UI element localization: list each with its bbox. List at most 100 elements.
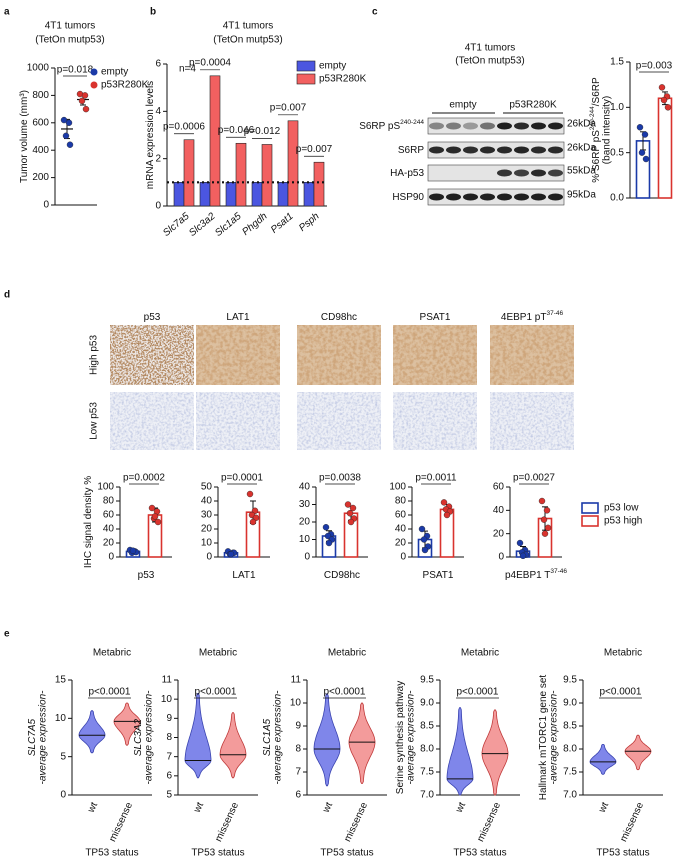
y-axis-label: SLC3A2 (133, 718, 144, 756)
y-axis-label: Hallmark mTORC1 gene set (538, 675, 549, 801)
y-tick-label: 40 (201, 496, 213, 507)
x-axis-label-part: CD98hc (324, 570, 360, 581)
y-tick-label: 4 (155, 106, 161, 117)
blot-band (531, 193, 546, 201)
data-point (638, 149, 646, 156)
x-axis-label-part: PSAT1 (423, 570, 454, 581)
ihc-column-label: CD98hc (321, 312, 357, 323)
p-value: p=0.0006 (163, 121, 205, 132)
ihc-column-label-part: PSAT1 (420, 312, 451, 323)
data-point (443, 511, 451, 519)
y-tick-label: 0 (498, 552, 504, 563)
y-tick-label: 11 (291, 675, 302, 686)
p-value: p=0.003 (636, 61, 673, 72)
blot-row-label-part: S6RP (398, 145, 424, 156)
y-axis-label-part: SLC1A5 (262, 718, 273, 756)
data-point (538, 497, 546, 505)
bar (261, 144, 273, 207)
y-tick-label: 8.0 (420, 744, 434, 755)
y-tick-label: 7.5 (563, 767, 577, 778)
y-tick-label: 0.5 (610, 147, 624, 158)
blot-size: 26kDa (567, 143, 596, 154)
chart-title: Metabric (199, 648, 237, 659)
y-tick-label: 7.0 (420, 790, 434, 801)
blot-size: 95kDa (567, 190, 596, 201)
y-axis-label-part: % S6RP pS (591, 130, 602, 183)
data-point (82, 105, 90, 113)
y-tick-label: 2 (155, 153, 161, 164)
legend-marker (581, 515, 599, 527)
y-tick-label: 9 (166, 713, 172, 724)
x-axis-label: LAT1 (232, 570, 256, 581)
violin (481, 709, 509, 796)
data-point (60, 116, 68, 124)
data-point (540, 516, 548, 523)
x-tick-label: missense (213, 800, 241, 843)
y-axis-label-part: mRNA expression levels (145, 81, 156, 189)
y-axis-label-note: -average expression- (38, 690, 49, 785)
blot-subtitle: (TetOn mutp53) (455, 56, 524, 67)
y-axis-label-part: IHC signal density % (83, 476, 94, 568)
y-tick-label: 30 (201, 510, 213, 521)
y-axis-label-part: SLC3A2 (133, 718, 144, 756)
y-axis-label: IHC signal density % (83, 476, 94, 568)
y-tick-label: 9 (295, 721, 301, 732)
bar (251, 182, 263, 207)
x-tick-label: missense (107, 800, 135, 843)
legend-marker (296, 73, 316, 85)
ihc-column-label: 4EBP1 pT37-46 (501, 310, 564, 322)
chart-title: Metabric (604, 648, 642, 659)
y-tick-label: 0 (304, 552, 310, 563)
y-axis-label: mRNA expression levels (145, 81, 156, 189)
y-tick-label: 9.0 (420, 698, 434, 709)
blot-band (531, 122, 546, 130)
blot-band (480, 122, 495, 130)
chart-title: Metabric (461, 648, 499, 659)
p-value: p=0.046 (218, 125, 255, 136)
legend-label: p53 high (604, 516, 642, 527)
ihc-texture (490, 392, 574, 450)
y-axis-label-note: -average expression- (406, 690, 417, 785)
data-point (636, 124, 644, 131)
blot-row-label: HA-p53 (390, 168, 424, 179)
p-value: p<0.0001 (324, 687, 366, 698)
data-point (66, 141, 74, 148)
data-point (347, 518, 355, 526)
bar (277, 182, 289, 207)
bar (235, 142, 247, 207)
p-value: p<0.0001 (89, 687, 131, 698)
data-point (544, 524, 552, 532)
legend-marker (296, 60, 316, 72)
blot-band (429, 146, 444, 154)
data-point (642, 155, 650, 163)
blot-band (531, 169, 546, 177)
panel-label: e (4, 629, 10, 640)
blot-strip (427, 164, 565, 182)
x-axis-label: TP53 status (85, 848, 138, 859)
data-point (440, 499, 448, 506)
chart-title: Metabric (93, 648, 131, 659)
violin (624, 734, 652, 771)
y-tick-label: 8.5 (563, 721, 577, 732)
y-axis-label-part: SLC7A5 (27, 718, 38, 756)
y-tick-label: 11 (162, 675, 173, 686)
x-axis-label: p4EBP1 T37-46 (505, 568, 567, 580)
legend-label: empty (319, 61, 346, 72)
x-axis-label: TP53 status (453, 848, 506, 859)
y-tick-label: 40 (395, 524, 407, 535)
y-tick-label: 60 (493, 482, 505, 493)
y-axis-label: SLC1A5 (262, 718, 273, 756)
blot-row-label-part: S6RP pS (359, 121, 400, 132)
data-point (664, 104, 672, 111)
p-value: p<0.0001 (195, 687, 237, 698)
legend-label: p53R280K (101, 80, 149, 91)
x-tick-label: wt (320, 801, 335, 816)
y-tick-label: 100 (389, 482, 406, 493)
blot-group: p53R280K (509, 100, 557, 111)
blot-row-label-part: HSP90 (392, 192, 424, 203)
blot-band (480, 146, 495, 154)
y-tick-label: 0 (108, 552, 114, 563)
ihc-texture (393, 325, 477, 385)
bar (287, 120, 299, 207)
